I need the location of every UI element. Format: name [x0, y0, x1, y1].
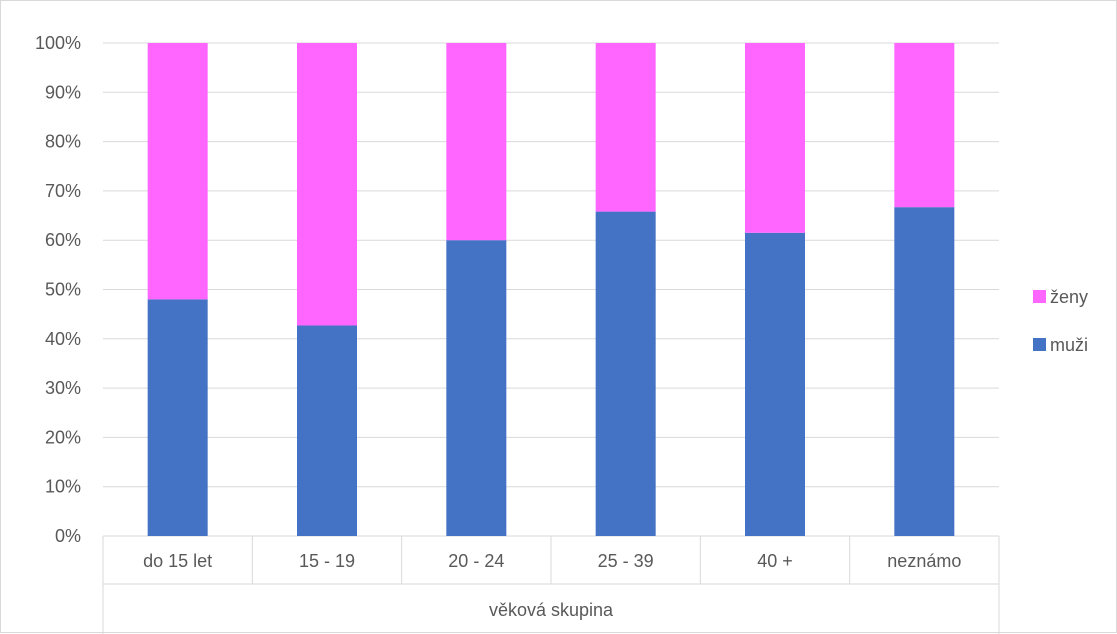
bar-muži	[595, 211, 656, 536]
bars	[147, 43, 955, 536]
legend-label: muži	[1050, 335, 1088, 355]
bar-ženy	[297, 43, 357, 326]
x-tick-label: neznámo	[887, 551, 961, 571]
x-tick-label: do 15 let	[143, 551, 212, 571]
x-tick-label: 25 - 39	[598, 551, 654, 571]
gridlines	[103, 42, 999, 537]
x-tick-label: 15 - 19	[299, 551, 355, 571]
bar-muži	[446, 240, 507, 536]
bar-ženy	[595, 43, 656, 212]
bar-muži	[297, 325, 357, 536]
y-tick-label: 40%	[45, 329, 81, 349]
x-tick-label: 40 +	[757, 551, 793, 571]
x-axis-group-label: věková skupina	[489, 600, 614, 620]
bar-muži	[894, 207, 955, 536]
bar-ženy	[147, 43, 208, 300]
y-tick-label: 70%	[45, 181, 81, 201]
legend: ženy muži	[1033, 287, 1088, 355]
y-tick-label: 90%	[45, 82, 81, 102]
y-tick-label: 20%	[45, 427, 81, 447]
y-axis: 0% 10% 20% 30% 40% 50% 60% 70% 80% 90% 100%	[35, 33, 81, 546]
y-tick-label: 0%	[55, 526, 81, 546]
y-tick-label: 10%	[45, 477, 81, 497]
bar-muži	[745, 232, 805, 536]
legend-swatch-ženy	[1033, 290, 1046, 303]
legend-label: ženy	[1050, 287, 1088, 307]
bar-ženy	[745, 43, 805, 233]
y-tick-label: 50%	[45, 280, 81, 300]
legend-swatch-muži	[1033, 338, 1046, 351]
y-tick-label: 30%	[45, 378, 81, 398]
x-tick-label: 20 - 24	[448, 551, 504, 571]
bar-muži	[147, 299, 208, 536]
y-tick-label: 80%	[45, 132, 81, 152]
bar-ženy	[446, 43, 507, 241]
y-tick-label: 100%	[35, 33, 81, 53]
bar-ženy	[894, 43, 955, 208]
y-tick-label: 60%	[45, 230, 81, 250]
x-axis: věková skupina do 15 let 15 - 19 20 - 24 25…	[102, 536, 1000, 634]
